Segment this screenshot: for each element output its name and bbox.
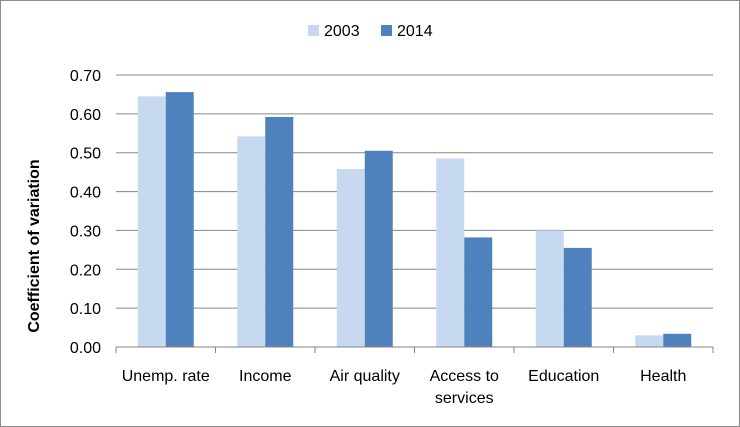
bar-2003 bbox=[635, 335, 664, 347]
x-tick-label: Income bbox=[239, 368, 292, 385]
bar-2003 bbox=[535, 230, 564, 347]
bar-2014 bbox=[265, 116, 294, 347]
y-tick-label: 0.40 bbox=[70, 185, 101, 202]
y-axis-ticks: 0.00 0.10 0.20 0.30 0.40 0.50 0.60 0.70 bbox=[70, 68, 101, 357]
y-tick-label: 0.50 bbox=[70, 146, 101, 163]
y-tick-label: 0.20 bbox=[70, 262, 101, 279]
bar-2014 bbox=[563, 247, 592, 347]
x-tick-label-line: Education bbox=[528, 368, 599, 385]
y-tick-label: 0.70 bbox=[70, 68, 101, 85]
x-tick-label: Health bbox=[640, 368, 686, 385]
legend-label: 2003 bbox=[324, 23, 360, 40]
category-labels: Unemp. rate Income Air quality Access to ser… bbox=[122, 368, 687, 407]
bar-2014 bbox=[165, 92, 194, 348]
y-tick-label: 0.10 bbox=[70, 301, 101, 318]
legend: 2003 2014 bbox=[308, 23, 433, 40]
x-axis bbox=[115, 346, 714, 353]
x-tick-label: Education bbox=[528, 368, 599, 385]
x-tick-label-line: Unemp. rate bbox=[122, 368, 210, 385]
bar-2014 bbox=[663, 333, 692, 347]
bar-2003 bbox=[336, 169, 365, 347]
x-tick-label-line: Income bbox=[239, 368, 292, 385]
gridlines bbox=[116, 74, 713, 309]
x-tick-label-line: Access to bbox=[430, 368, 499, 385]
x-tick-label-line: Health bbox=[640, 368, 686, 385]
bar-2003 bbox=[237, 136, 266, 347]
y-tick-label: 0.00 bbox=[70, 340, 101, 357]
bars bbox=[137, 92, 692, 348]
y-tick-label: 0.30 bbox=[70, 223, 101, 240]
legend-swatch-2014 bbox=[381, 25, 392, 36]
bar-2003 bbox=[436, 158, 465, 347]
x-tick-label-line: services bbox=[435, 390, 494, 407]
y-axis-label: Coefficient of variation bbox=[26, 159, 43, 332]
x-tick-label: Access to services bbox=[430, 368, 499, 407]
bar-2003 bbox=[137, 96, 166, 347]
y-tick-label: 0.60 bbox=[70, 107, 101, 124]
x-tick-label-line: Air quality bbox=[330, 368, 400, 385]
legend-label: 2014 bbox=[397, 23, 433, 40]
bar-2014 bbox=[364, 150, 393, 347]
legend-swatch-2003 bbox=[308, 25, 319, 36]
x-tick-label: Air quality bbox=[330, 368, 400, 385]
x-tick-label: Unemp. rate bbox=[122, 368, 210, 385]
bar-2014 bbox=[464, 237, 493, 347]
